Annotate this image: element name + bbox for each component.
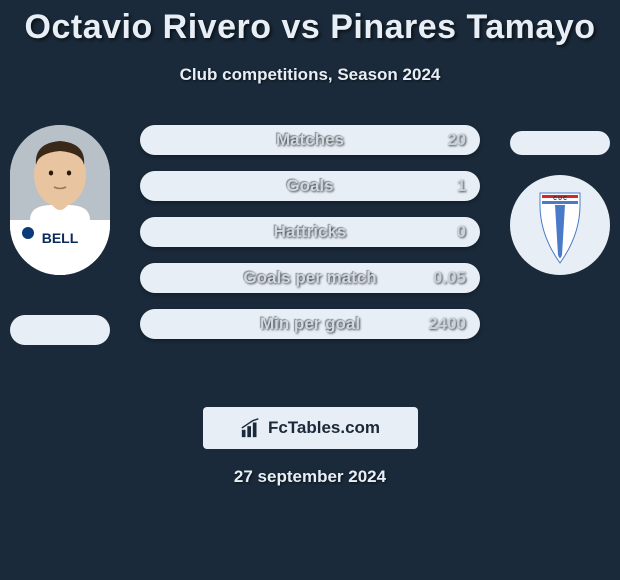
brand-box: FcTables.com <box>203 407 418 449</box>
bar-chart-icon <box>240 417 262 439</box>
stat-label: Min per goal <box>260 314 360 334</box>
stat-bar-goals: Goals 1 <box>140 171 480 201</box>
stat-bar-goals-per-match: Goals per match 0.05 <box>140 263 480 293</box>
stat-bar-hattricks: Hattricks 0 <box>140 217 480 247</box>
stat-value-right: 0.05 <box>433 268 466 288</box>
stat-bar-matches: Matches 20 <box>140 125 480 155</box>
left-club-oval <box>10 315 110 345</box>
stat-label: Hattricks <box>274 222 347 242</box>
right-player-column: C U C <box>500 125 620 275</box>
stat-label: Goals <box>286 176 333 196</box>
brand-text: FcTables.com <box>268 418 380 438</box>
comparison-content: BELL C U C Matches 20 Goals 1 <box>0 125 620 385</box>
subtitle: Club competitions, Season 2024 <box>0 65 620 85</box>
right-club-crest: C U C <box>510 175 610 275</box>
stat-value-right: 2400 <box>428 314 466 334</box>
jersey-text: BELL <box>42 230 79 246</box>
left-player-photo: BELL <box>10 125 110 275</box>
svg-text:C U C: C U C <box>553 196 567 202</box>
stat-value-right: 20 <box>447 130 466 150</box>
stat-bars: Matches 20 Goals 1 Hattricks 0 Goals per… <box>140 125 480 339</box>
left-player-column: BELL <box>0 125 120 345</box>
stat-label: Matches <box>276 130 344 150</box>
date-text: 27 september 2024 <box>0 467 620 487</box>
stat-bar-min-per-goal: Min per goal 2400 <box>140 309 480 339</box>
page-title: Octavio Rivero vs Pinares Tamayo <box>0 0 620 47</box>
stat-label: Goals per match <box>243 268 376 288</box>
right-club-oval <box>510 131 610 155</box>
stat-value-right: 1 <box>457 176 466 196</box>
stat-value-right: 0 <box>457 222 466 242</box>
